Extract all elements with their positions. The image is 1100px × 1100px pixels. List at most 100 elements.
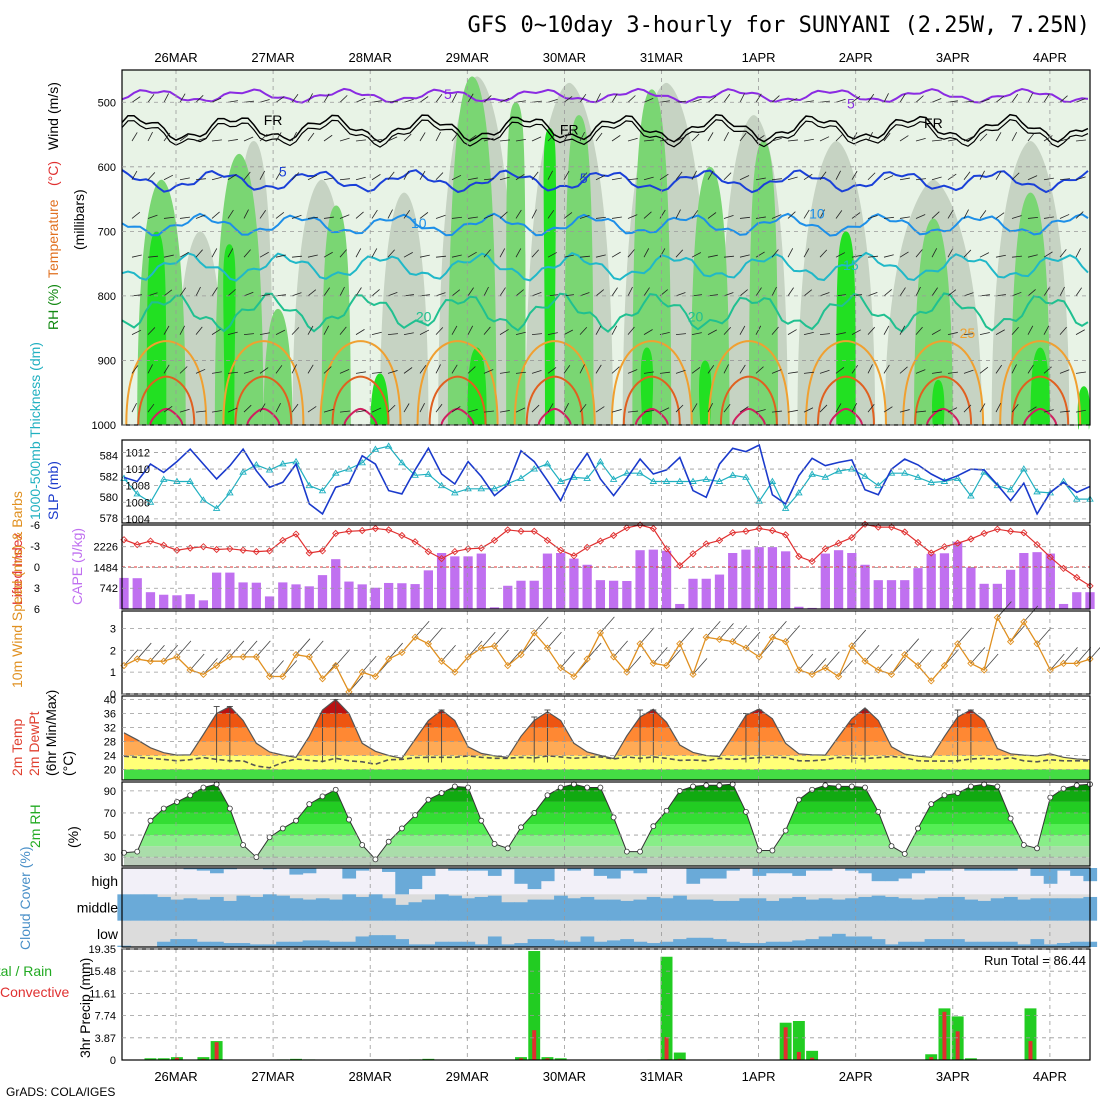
wind-barb (707, 170, 714, 180)
cape-bar (728, 553, 738, 609)
rh-band (124, 824, 1090, 836)
wind-speed-point (782, 637, 790, 646)
rh-point (875, 808, 882, 815)
wind-barb (755, 287, 762, 297)
surface-temperature-loop (804, 340, 887, 426)
wind-barb (275, 170, 282, 180)
wind-barb (851, 364, 859, 374)
precip-tick-label: 7.74 (95, 1011, 116, 1023)
lifted-index-point (848, 533, 856, 542)
wind-barb (451, 174, 462, 181)
wind-barb (547, 332, 558, 336)
thickness-point (1046, 489, 1055, 496)
contour-label: 5 (580, 170, 588, 186)
cloud-cover-bar (739, 898, 754, 921)
lifted-index-point (834, 539, 843, 547)
cloud-cover-bar (911, 899, 926, 921)
rh-point (1007, 815, 1014, 822)
wind-barb (371, 138, 382, 142)
wind-barb (851, 95, 861, 103)
thickness-point (848, 465, 856, 472)
cloud-cover-bar (210, 941, 224, 947)
cape-bar (569, 558, 579, 609)
wind-barb (195, 410, 206, 413)
cape-bar (556, 553, 566, 609)
lifted-index-point (874, 523, 882, 531)
wind-barb (739, 254, 750, 258)
wind-barb (627, 410, 638, 413)
wind-barb (451, 216, 462, 219)
cloud-cover-bar (858, 936, 873, 947)
wind-barb (691, 332, 702, 336)
rh-region (797, 141, 876, 425)
wind-barb (419, 365, 427, 374)
wind-barb (627, 95, 636, 103)
cape-bar (172, 595, 182, 609)
rh-point (584, 784, 591, 791)
wind-barb (904, 638, 920, 655)
wind-barb (675, 209, 681, 219)
cape-bar (979, 583, 989, 609)
thickness-point (914, 473, 922, 480)
wind-barb (1059, 369, 1070, 374)
rh-point (319, 793, 326, 800)
temperature-contour (121, 113, 1089, 143)
temperature-contour (121, 292, 1089, 333)
wind-barb (947, 289, 957, 297)
wind-barb (147, 255, 158, 258)
rh-region (176, 231, 225, 425)
cloud-cover-bar (752, 898, 767, 921)
cloud-cover-bar (1056, 868, 1071, 871)
wind-barb (163, 644, 178, 662)
cloud-cover-bar (593, 941, 608, 947)
lifted-index-point (543, 536, 552, 545)
cloud-cover-bar (977, 941, 992, 947)
cloud-cover-bar (924, 939, 939, 947)
wind-speed-point (715, 635, 724, 644)
wind-barb (163, 289, 173, 297)
wind-barb (579, 364, 585, 374)
wind-barb (675, 249, 684, 258)
cloud-cover-bar (262, 944, 277, 947)
wind-barb (547, 367, 557, 374)
wind-barb (419, 254, 430, 258)
wind-barb (627, 369, 638, 374)
slp-tick-label: 1010 (126, 464, 150, 476)
wind-barb (595, 364, 602, 374)
cloud-cover-bar (567, 868, 582, 871)
cloud-cover-bar (276, 895, 290, 921)
lifted-index-point (424, 547, 432, 556)
wind-barb (227, 289, 236, 297)
wind-speed-point (768, 633, 777, 641)
wind-barb (643, 211, 652, 219)
wind-barb (123, 649, 139, 666)
cloud-cover-bar (659, 898, 674, 921)
wind-barb (947, 248, 954, 258)
wind-speed-point (1020, 618, 1028, 626)
rh-point (888, 843, 895, 850)
wind-ylabel: 10m Wind Speed (m/s) & Barbs (9, 491, 25, 688)
wind-barb (211, 328, 221, 335)
wind-speed-point (1006, 637, 1015, 646)
pressure-tick-label: 800 (98, 291, 116, 303)
wind-barb (979, 98, 990, 103)
wind-barb (600, 616, 615, 634)
wind-barb (291, 131, 297, 142)
cloud-cover-bar (501, 868, 515, 870)
wind-barb (626, 655, 642, 673)
wind-barb (195, 214, 206, 219)
lifted-index-point (517, 527, 525, 535)
cloud-cover-bar (501, 902, 515, 921)
wind-barb (983, 653, 999, 671)
wind-barb (819, 292, 830, 297)
wind-barb (675, 171, 683, 180)
wind-barb (1043, 93, 1050, 103)
wind-barb (1043, 325, 1050, 335)
cloud-cover-bar (593, 868, 608, 876)
wind-barb (1059, 138, 1070, 142)
freezing-level-contour (121, 119, 1089, 148)
lifted-index-point (1020, 529, 1028, 537)
wind-speed-point (901, 651, 909, 659)
wind-barb (295, 638, 311, 655)
thickness-point (331, 469, 340, 476)
